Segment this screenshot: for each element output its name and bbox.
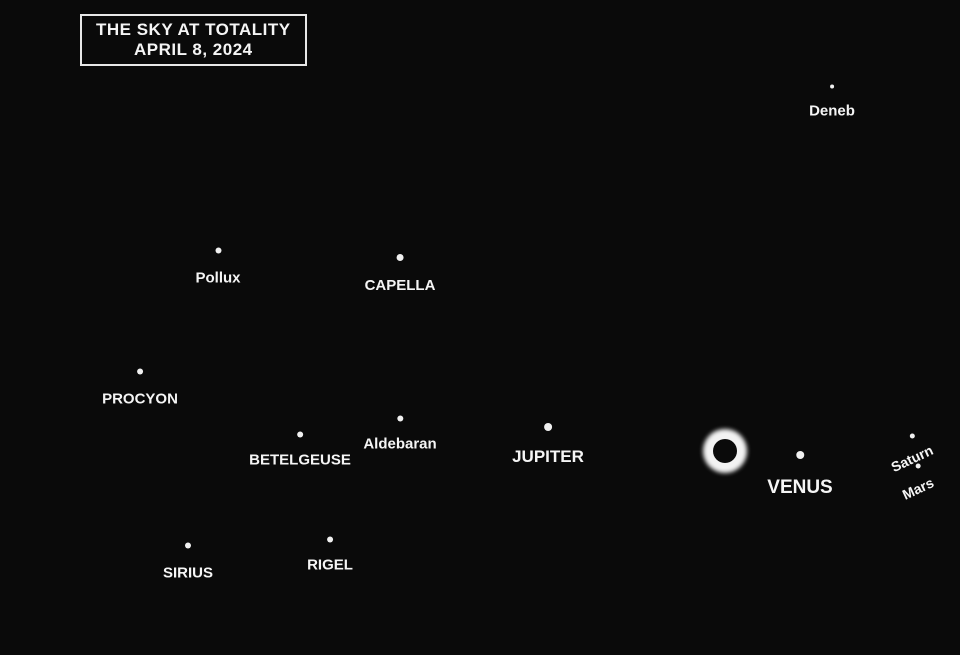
object-label: JUPITER	[512, 447, 584, 467]
star-dot-icon	[397, 416, 403, 422]
object-label: Aldebaran	[363, 436, 436, 453]
star-dot-icon	[397, 254, 404, 261]
sky-object-sirius: SIRIUS	[163, 543, 213, 582]
object-label: VENUS	[767, 477, 832, 499]
object-label: Deneb	[809, 103, 855, 120]
sky-object-procyon: PROCYON	[102, 369, 178, 408]
title-box: THE SKY AT TOTALITYAPRIL 8, 2024	[80, 14, 307, 66]
star-dot-icon	[916, 464, 921, 469]
star-dot-icon	[137, 369, 143, 375]
object-label: CAPELLA	[365, 277, 436, 294]
sky-chart: THE SKY AT TOTALITYAPRIL 8, 2024 Deneb Pol…	[0, 0, 960, 655]
title-line: THE SKY AT TOTALITY	[96, 20, 291, 40]
sky-object-rigel: RIGEL	[307, 537, 353, 574]
sky-object-saturn: Saturn	[890, 434, 934, 467]
object-label: SIRIUS	[163, 565, 213, 582]
star-dot-icon	[327, 537, 333, 543]
title-line: APRIL 8, 2024	[96, 40, 291, 60]
star-dot-icon	[910, 434, 915, 439]
star-dot-icon	[185, 543, 191, 549]
eclipse-icon	[703, 429, 747, 473]
object-label: RIGEL	[307, 557, 353, 574]
star-dot-icon	[215, 248, 221, 254]
sky-object-mars: Mars	[902, 464, 935, 497]
sky-object-capella: CAPELLA	[365, 254, 436, 294]
star-dot-icon	[830, 85, 834, 89]
sky-object-aldebaran: Aldebaran	[363, 416, 436, 453]
sky-object-jupiter: JUPITER	[512, 423, 584, 467]
sky-object-pollux: Pollux	[195, 248, 240, 287]
object-label: Mars	[900, 474, 936, 502]
star-dot-icon	[544, 423, 552, 431]
star-dot-icon	[297, 432, 303, 438]
sky-object-betelgeuse: BETELGEUSE	[249, 432, 351, 469]
object-label: Pollux	[195, 270, 240, 287]
sky-object-venus: VENUS	[767, 451, 832, 499]
object-label: PROCYON	[102, 391, 178, 408]
star-dot-icon	[796, 451, 804, 459]
sky-object-deneb: Deneb	[809, 85, 855, 120]
object-label: BETELGEUSE	[249, 452, 351, 469]
